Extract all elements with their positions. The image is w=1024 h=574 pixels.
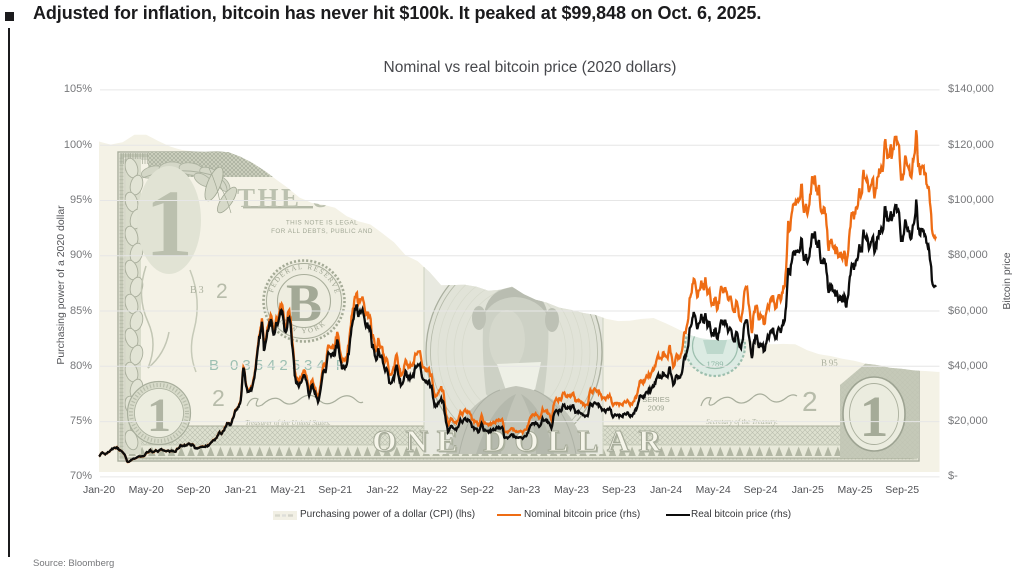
svg-text:ONE DOLLAR: ONE DOLLAR xyxy=(372,423,670,458)
svg-text:ONE DOLLAR: ONE DOLLAR xyxy=(374,425,672,460)
svg-text:1789: 1789 xyxy=(707,359,724,369)
svg-text:1: 1 xyxy=(147,389,171,442)
svg-text:THIS NOTE IS LEGAL: THIS NOTE IS LEGAL xyxy=(286,220,358,227)
svg-text:1: 1 xyxy=(145,170,193,277)
svg-text:THE UNITED: THE UNITED xyxy=(237,183,431,213)
svg-text:B 3: B 3 xyxy=(190,285,204,296)
svg-text:1: 1 xyxy=(860,384,889,449)
svg-text:FOR ALL DEBTS, PUBLIC AND: FOR ALL DEBTS, PUBLIC AND xyxy=(271,228,373,235)
svg-text:2: 2 xyxy=(212,385,225,411)
svg-text:2: 2 xyxy=(216,280,228,303)
svg-text:B 95: B 95 xyxy=(821,358,838,368)
svg-text:SERIES: SERIES xyxy=(642,395,670,404)
svg-text:Treasurer of the United States: Treasurer of the United States. xyxy=(245,419,331,427)
svg-text:2: 2 xyxy=(802,386,818,417)
svg-text:2009: 2009 xyxy=(648,404,665,413)
